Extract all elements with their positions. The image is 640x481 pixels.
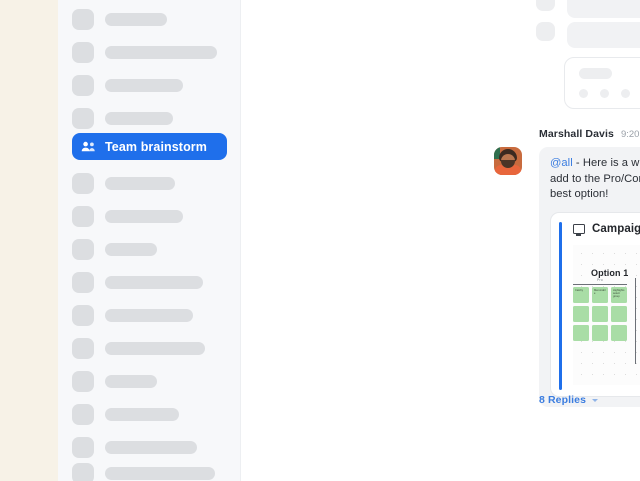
sidebar-item-placeholder[interactable] — [72, 172, 175, 194]
sidebar-item-icon-placeholder — [72, 403, 94, 425]
sidebar-item-label-placeholder — [105, 176, 175, 190]
message-timestamp: 9:20 AM — [620, 129, 640, 140]
sidebar-item-label-placeholder — [105, 374, 157, 388]
avatar[interactable] — [494, 147, 522, 175]
sidebar-item-label-placeholder — [105, 45, 217, 59]
sidebar-item-placeholder[interactable] — [72, 337, 205, 359]
people-group-icon — [80, 138, 97, 155]
sidebar-item-label-placeholder — [105, 407, 179, 421]
option-label: Option 1 — [591, 263, 628, 281]
sidebar-item-icon-placeholder — [72, 271, 94, 293]
sidebar-item-icon-placeholder — [72, 370, 94, 392]
sticky-note[interactable]: Memorable — [592, 286, 608, 303]
sidebar-item-label-placeholder — [105, 275, 203, 289]
thread-replies-link[interactable]: 8 Replies — [539, 394, 599, 406]
sticky-note-text: Highlights select group — [613, 288, 625, 299]
composer-action-icon[interactable] — [600, 89, 609, 98]
sidebar-item-team-brainstorm[interactable]: Team brainstorm — [72, 133, 227, 160]
sticky-note[interactable] — [573, 305, 589, 322]
message-body: @all - Here is a whiteboard with three s… — [494, 147, 640, 407]
message-placeholder — [536, 0, 640, 18]
sidebar-item-placeholder[interactable] — [72, 238, 157, 260]
message-header: Marshall Davis 9:20 AM — [539, 128, 640, 142]
sidebar-item-placeholder[interactable] — [72, 107, 173, 129]
sidebar-item-icon-placeholder — [72, 172, 94, 194]
message-placeholder — [536, 22, 640, 48]
sidebar-item-label-placeholder — [105, 78, 183, 92]
replies-count-label: 8 Replies — [539, 394, 587, 406]
composer-action-icon[interactable] — [621, 89, 630, 98]
avatar-placeholder — [536, 22, 555, 41]
whiteboard-icon — [573, 224, 585, 236]
bubble-placeholder — [567, 0, 640, 18]
sticky-note[interactable]: Highlights select group — [611, 286, 627, 303]
sidebar-item-label-placeholder — [105, 12, 167, 26]
sidebar-item-icon-placeholder — [72, 238, 94, 260]
sidebar-item-icon-placeholder — [72, 337, 94, 359]
sticky-note[interactable] — [592, 305, 608, 322]
composer-toolbar[interactable] — [579, 89, 640, 98]
sidebar-item-placeholder[interactable] — [72, 462, 215, 481]
sidebar: Team brainstorm — [58, 0, 241, 481]
message-bubble: @all - Here is a whiteboard with three s… — [539, 147, 640, 407]
message-text-rest: - Here is a whiteboard with three slogan… — [550, 157, 640, 200]
avatar-placeholder — [536, 0, 555, 11]
sidebar-item-label-placeholder — [105, 242, 157, 256]
sticky-note[interactable]: Catchy — [573, 286, 589, 303]
composer-placeholder — [579, 68, 612, 79]
whiteboard-accent-bar — [559, 221, 562, 390]
option-name-text: Option 1 — [591, 267, 629, 278]
whiteboard-canvas[interactable]: Option 1 Pro Catchy Memorable Highlights sel… — [573, 244, 640, 385]
column-rule — [573, 283, 627, 285]
message-composer[interactable] — [564, 57, 640, 109]
sticky-note-text: Memorable — [594, 288, 606, 295]
left-rail — [0, 0, 58, 481]
sidebar-item-placeholder[interactable] — [72, 370, 157, 392]
sidebar-item-placeholder[interactable] — [72, 41, 217, 63]
sidebar-item-label-placeholder — [105, 308, 193, 322]
column-divider — [635, 277, 636, 364]
sidebar-item-icon-placeholder — [72, 462, 94, 481]
sidebar-item-placeholder[interactable] — [72, 205, 183, 227]
sidebar-item-label-placeholder — [105, 341, 205, 355]
bubble-placeholder — [567, 22, 640, 48]
sidebar-item-label-placeholder — [105, 466, 215, 480]
sidebar-item-icon-placeholder — [72, 107, 94, 129]
sidebar-item-label-placeholder — [105, 440, 197, 454]
chevron-down-icon — [592, 398, 599, 402]
whiteboard-title: Campaign Slogan Options — [592, 223, 640, 235]
sidebar-item-placeholder[interactable] — [72, 271, 203, 293]
sidebar-item-icon-placeholder — [72, 8, 94, 30]
sticky-note[interactable] — [611, 324, 627, 341]
sticky-note-text: Catchy — [575, 288, 584, 292]
sidebar-item-label-placeholder — [105, 111, 173, 125]
mention-all[interactable]: @all — [550, 157, 573, 169]
sidebar-item-icon-placeholder — [72, 41, 94, 63]
sidebar-item-label: Team brainstorm — [105, 139, 207, 154]
sticky-note[interactable] — [611, 305, 627, 322]
sticky-note-grid: Catchy Memorable Highlights select group — [573, 286, 627, 341]
composer-action-icon[interactable] — [579, 89, 588, 98]
sidebar-item-placeholder[interactable] — [72, 304, 193, 326]
sidebar-item-placeholder[interactable] — [72, 436, 197, 458]
sidebar-item-placeholder[interactable] — [72, 403, 179, 425]
sidebar-item-icon-placeholder — [72, 304, 94, 326]
whiteboard-title-row: Campaign Slogan Options — [573, 222, 640, 237]
sidebar-item-icon-placeholder — [72, 205, 94, 227]
sidebar-item-icon-placeholder — [72, 74, 94, 96]
sticky-note[interactable] — [592, 324, 608, 341]
pro-column-header: Pro — [597, 277, 603, 282]
sidebar-item-label-placeholder — [105, 209, 183, 223]
message-author: Marshall Davis — [539, 128, 614, 140]
sticky-note[interactable] — [573, 324, 589, 341]
message-marshall-davis: Marshall Davis 9:20 AM @all - Here is a … — [494, 128, 640, 407]
message-text: @all - Here is a whiteboard with three s… — [550, 156, 640, 203]
sidebar-item-placeholder[interactable] — [72, 8, 167, 30]
conversation-pane: Marshall Davis 9:20 AM @all - Here is a … — [241, 0, 640, 481]
sidebar-item-icon-placeholder — [72, 436, 94, 458]
sidebar-item-placeholder[interactable] — [72, 74, 183, 96]
